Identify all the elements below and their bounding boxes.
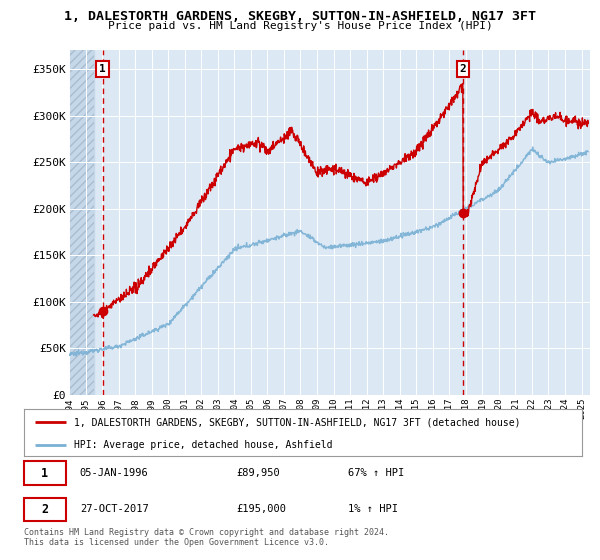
Text: Contains HM Land Registry data © Crown copyright and database right 2024.
This d: Contains HM Land Registry data © Crown c… bbox=[24, 528, 389, 547]
Text: 05-JAN-1996: 05-JAN-1996 bbox=[80, 468, 149, 478]
Text: 67% ↑ HPI: 67% ↑ HPI bbox=[347, 468, 404, 478]
Text: 2: 2 bbox=[460, 64, 466, 74]
Text: 27-OCT-2017: 27-OCT-2017 bbox=[80, 505, 149, 515]
Bar bbox=[69, 50, 94, 395]
Text: £89,950: £89,950 bbox=[236, 468, 280, 478]
Text: 1% ↑ HPI: 1% ↑ HPI bbox=[347, 505, 398, 515]
Text: HPI: Average price, detached house, Ashfield: HPI: Average price, detached house, Ashf… bbox=[74, 440, 333, 450]
Text: 1, DALESTORTH GARDENS, SKEGBY, SUTTON-IN-ASHFIELD, NG17 3FT: 1, DALESTORTH GARDENS, SKEGBY, SUTTON-IN… bbox=[64, 10, 536, 23]
Text: 2: 2 bbox=[41, 503, 49, 516]
Text: 1: 1 bbox=[99, 64, 106, 74]
Text: 1: 1 bbox=[41, 467, 49, 480]
FancyBboxPatch shape bbox=[24, 497, 66, 521]
Text: £195,000: £195,000 bbox=[236, 505, 286, 515]
Bar bbox=[69, 50, 94, 395]
Text: 1, DALESTORTH GARDENS, SKEGBY, SUTTON-IN-ASHFIELD, NG17 3FT (detached house): 1, DALESTORTH GARDENS, SKEGBY, SUTTON-IN… bbox=[74, 417, 521, 427]
Text: Price paid vs. HM Land Registry's House Price Index (HPI): Price paid vs. HM Land Registry's House … bbox=[107, 21, 493, 31]
FancyBboxPatch shape bbox=[24, 461, 66, 486]
